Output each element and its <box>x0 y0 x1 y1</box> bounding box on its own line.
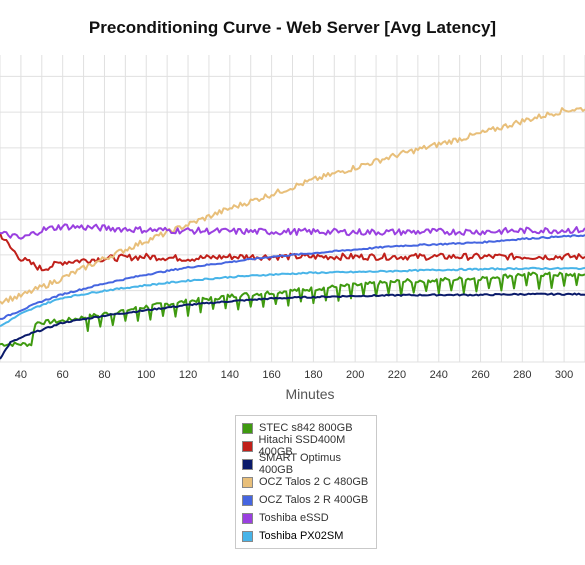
x-tick-label: 100 <box>137 369 155 381</box>
legend-item[interactable]: Hitachi SSD400M 400GB <box>236 434 376 458</box>
legend-item[interactable]: OCZ Talos 2 C 480GB <box>236 473 376 491</box>
legend-label: SMART Optimus 400GB <box>258 452 341 476</box>
legend-swatch <box>242 458 253 470</box>
legend-label: STEC s842 800GB <box>259 422 353 434</box>
x-tick-label: 60 <box>57 369 69 381</box>
legend-swatch <box>242 512 253 524</box>
x-tick-label: 180 <box>304 369 322 381</box>
legend-item[interactable]: Toshiba eSSD <box>236 509 376 527</box>
legend-swatch <box>242 422 253 434</box>
legend-label: Hitachi SSD400M 400GB <box>258 434 346 458</box>
legend-swatch <box>242 530 253 542</box>
x-tick-label: 40 <box>15 369 27 381</box>
x-tick-label: 140 <box>221 369 239 381</box>
x-tick-label: 240 <box>430 369 448 381</box>
legend-item[interactable]: OCZ Talos 2 R 400GB <box>236 491 376 509</box>
series-line-4 <box>0 234 585 320</box>
legend-label: OCZ Talos 2 R 400GB <box>259 494 369 506</box>
x-tick-label: 120 <box>179 369 197 381</box>
series-line-2 <box>0 292 585 360</box>
plot-area: 40 60 80 100 120 140 160 180 200 220 240 260 280 300 <box>0 55 585 381</box>
x-axis-label: Minutes <box>285 386 335 402</box>
x-tick-label: 220 <box>388 369 406 381</box>
x-tick-label: 80 <box>98 369 110 381</box>
chart-title: Preconditioning Curve - Web Server [Avg … <box>88 18 497 37</box>
legend-swatch <box>242 476 253 488</box>
x-tick-label: 160 <box>262 369 280 381</box>
x-tick-label: 260 <box>471 369 489 381</box>
legend: STEC s842 800GB Hitachi SSD400M 400GB SMAR… <box>235 415 377 549</box>
x-tick-label: 200 <box>346 369 364 381</box>
x-tick-label: 300 <box>555 369 573 381</box>
legend-label: OCZ Talos 2 C 480GB <box>259 476 369 488</box>
legend-label: Toshiba PX02SM <box>259 530 344 542</box>
series-line-0 <box>0 271 585 347</box>
series-line-6 <box>0 266 585 328</box>
legend-swatch <box>242 440 253 452</box>
legend-item[interactable]: STEC s842 800GB <box>236 419 376 437</box>
legend-label: Toshiba eSSD <box>259 512 329 524</box>
series-line-5 <box>0 223 585 240</box>
legend-item[interactable]: Toshiba PX02SM <box>236 527 376 545</box>
legend-swatch <box>242 494 253 506</box>
legend-item[interactable]: SMART Optimus 400GB <box>236 452 376 476</box>
x-tick-label: 280 <box>513 369 531 381</box>
series-line-3 <box>0 107 585 305</box>
